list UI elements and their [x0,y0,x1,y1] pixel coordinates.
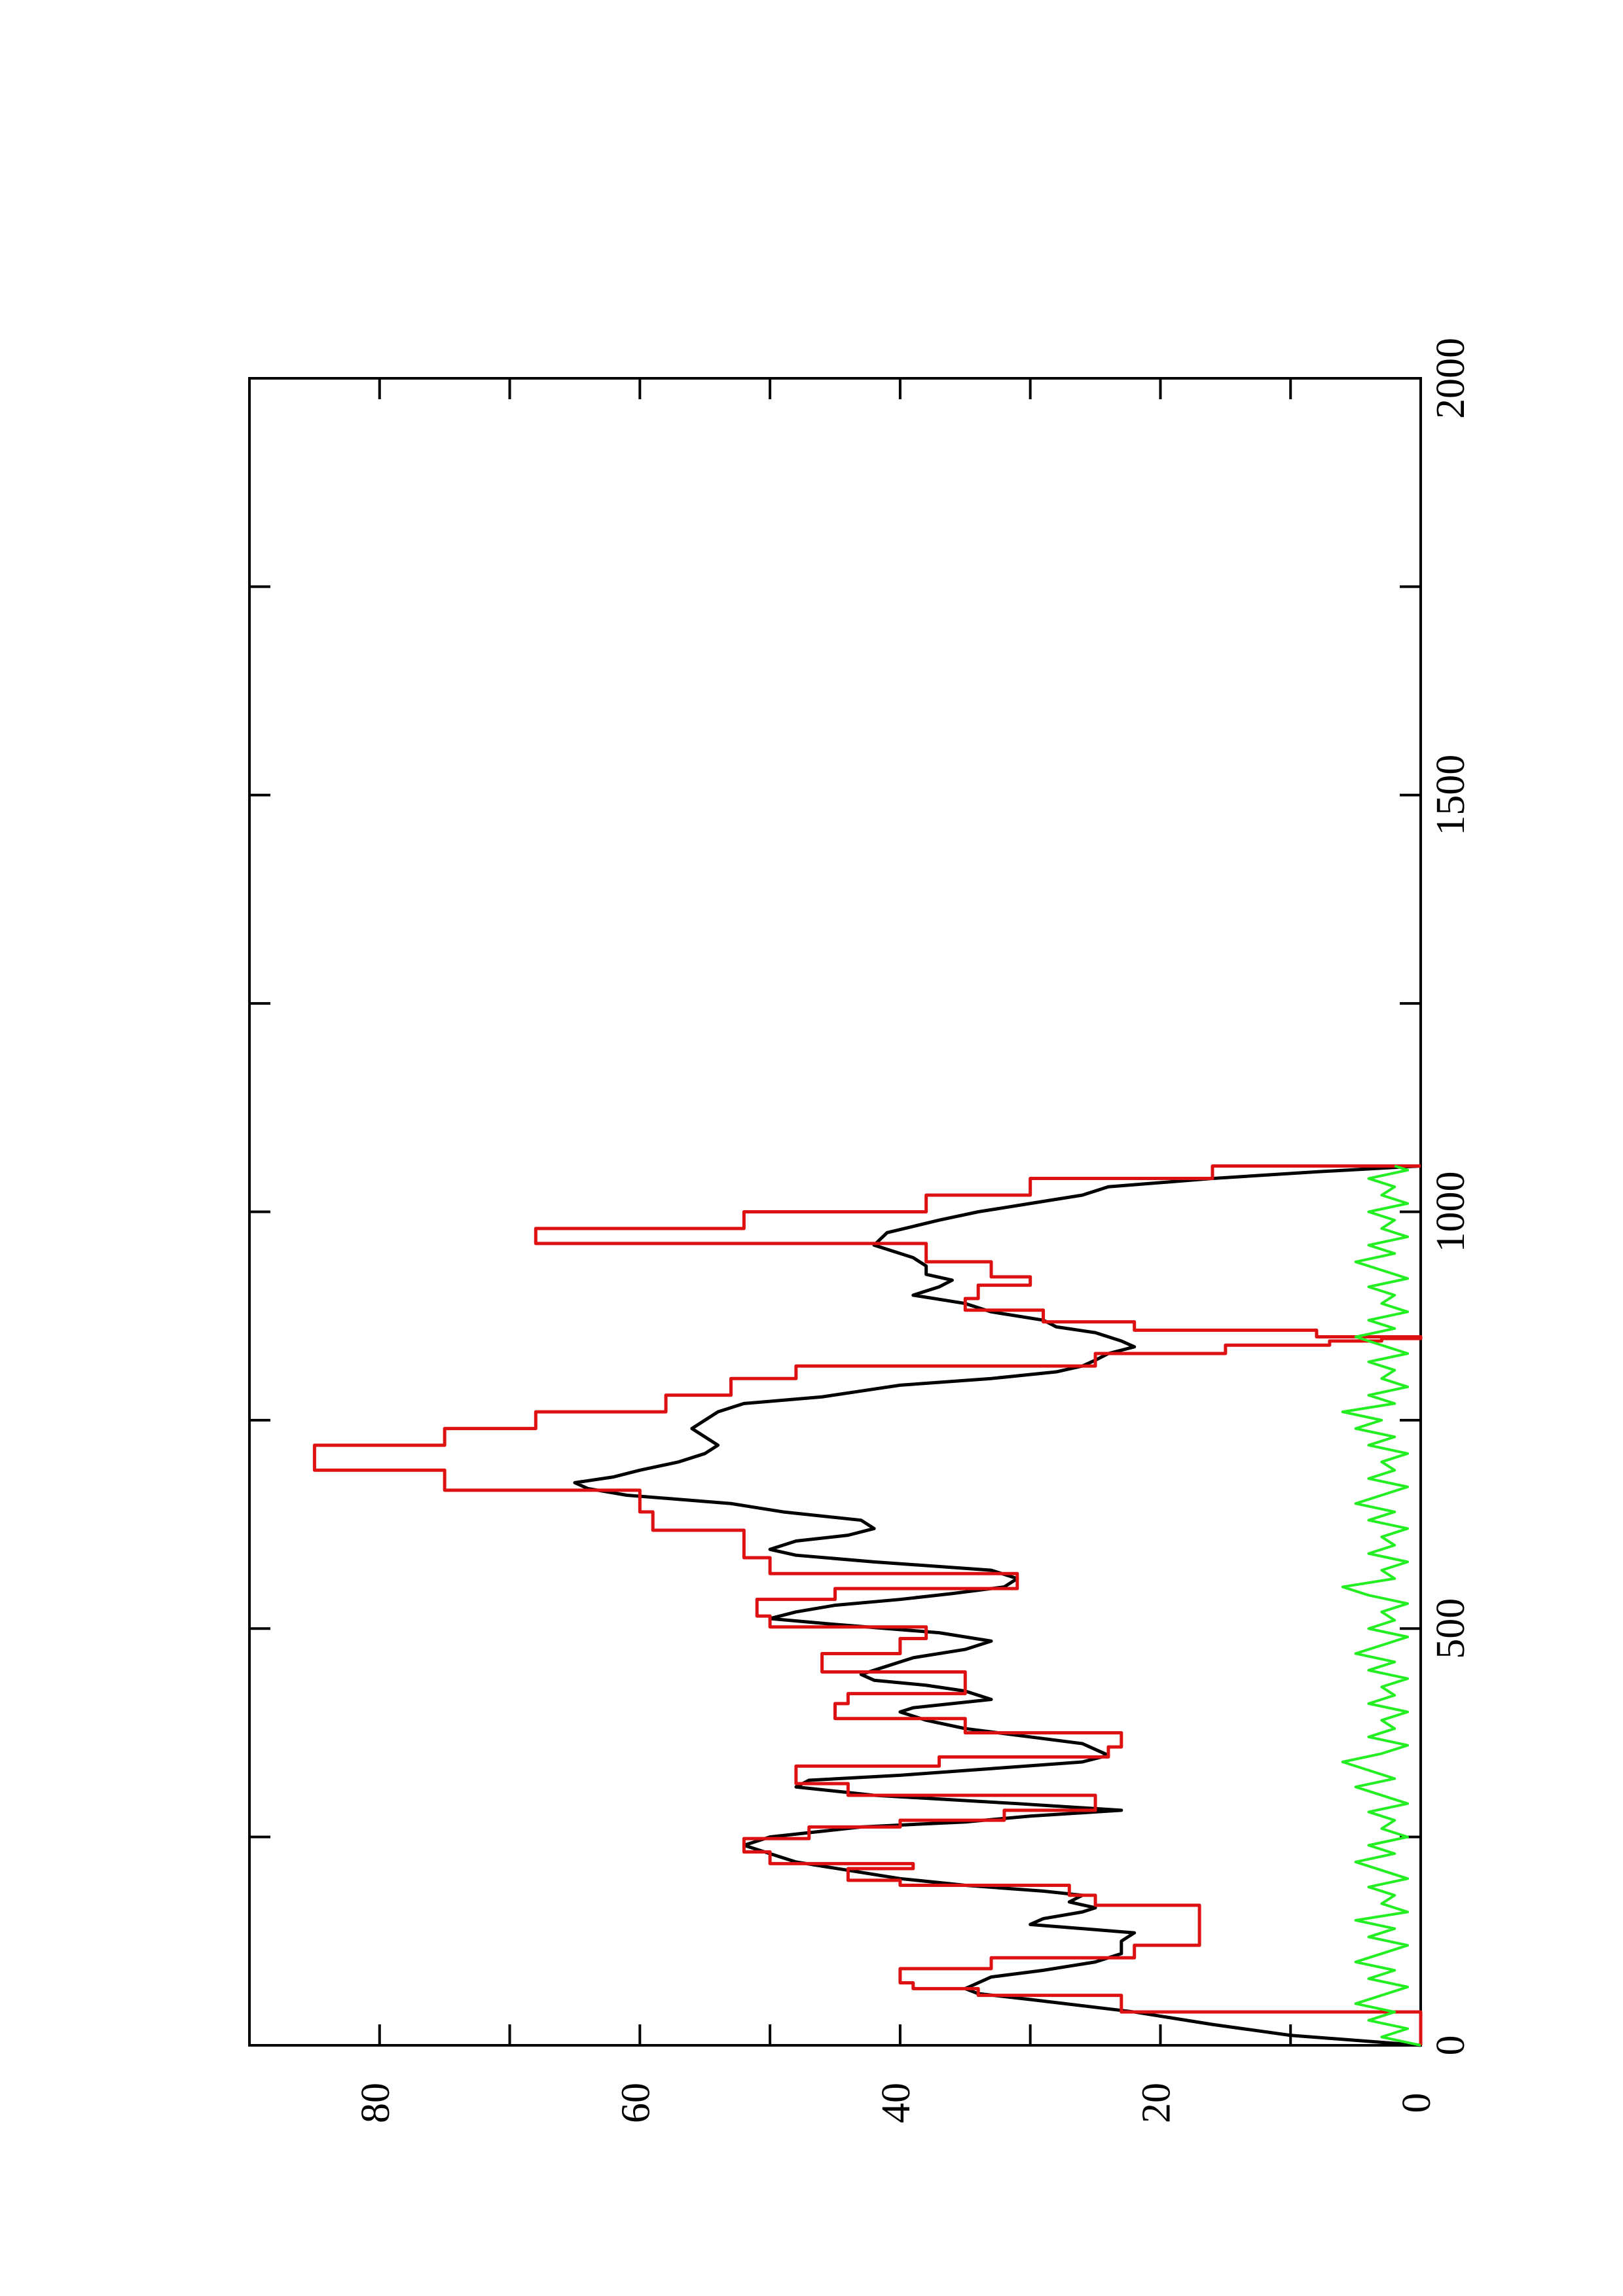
x-tick-label: 1500 [1429,755,1473,836]
x-tick-label: 0 [1429,2036,1473,2056]
y-tick-label: 0 [1395,2093,1439,2113]
x-tick-label: 500 [1429,1598,1473,1659]
x-tick-label: 2000 [1429,338,1473,419]
y-tick-label: 80 [354,2083,398,2123]
series-group [312,1164,1423,2047]
y-tick-label: 40 [874,2083,919,2123]
y-tick-label: 20 [1135,2083,1179,2123]
axis-tick-labels: 0 500 1000 1500 2000 0 20 40 60 80 [354,338,1473,2123]
series-line-1 [573,1164,1421,2047]
y-tick-label: 60 [614,2083,659,2123]
axis-ticks [248,377,1422,2047]
series-line-2 [312,1164,1423,2045]
x-tick-label: 1000 [1429,1172,1473,1253]
series-line-3 [1341,1164,1421,2047]
